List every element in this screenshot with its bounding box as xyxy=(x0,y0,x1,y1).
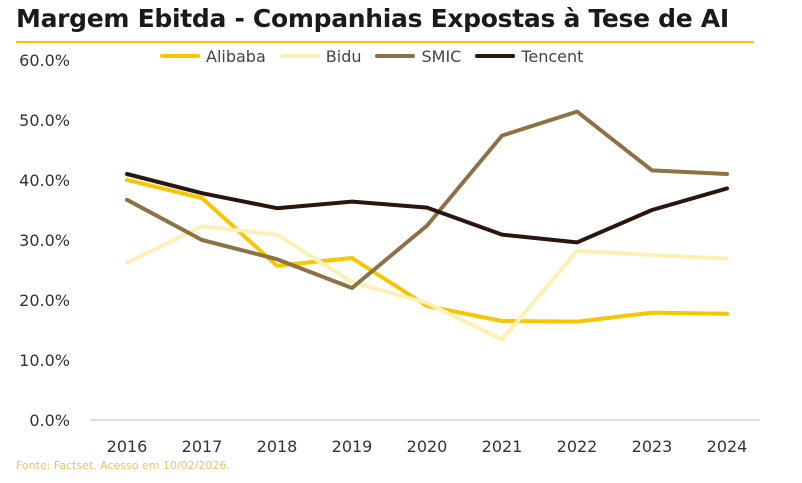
source-note: Fonte: Factset. Acesso em 10/02/2026. xyxy=(16,459,230,472)
legend-label: SMIC xyxy=(421,46,462,66)
y-tick-label: 50.0% xyxy=(19,111,70,130)
x-tick-label: 2024 xyxy=(707,437,748,456)
x-tick-label: 2021 xyxy=(482,437,523,456)
x-tick-label: 2023 xyxy=(632,437,673,456)
legend-item-bidu: Bidu xyxy=(279,46,362,66)
y-tick-label: 0.0% xyxy=(29,411,70,430)
legend-swatch xyxy=(375,54,416,58)
x-tick-label: 2020 xyxy=(407,437,448,456)
y-tick-label: 20.0% xyxy=(19,291,70,310)
legend-swatch xyxy=(475,54,516,58)
x-tick-label: 2022 xyxy=(557,437,598,456)
legend-label: Alibaba xyxy=(206,46,266,66)
x-tick-label: 2018 xyxy=(257,437,298,456)
y-tick-label: 60.0% xyxy=(19,51,70,70)
legend-item-tencent: Tencent xyxy=(475,47,583,66)
legend-swatch xyxy=(160,54,200,58)
series-line-alibaba xyxy=(125,178,729,324)
series-line-tencent xyxy=(125,172,729,245)
legend-swatch xyxy=(279,54,320,58)
legend-item-alibaba: Alibaba xyxy=(160,47,266,66)
y-tick-label: 10.0% xyxy=(19,351,70,370)
series-line-smic xyxy=(125,109,729,290)
y-tick-label: 40.0% xyxy=(19,171,70,190)
x-tick-label: 2019 xyxy=(332,437,373,456)
series-lines xyxy=(125,109,729,342)
legend-label: Tencent xyxy=(521,46,584,66)
legend: Alibaba Bidu SMIC Tencent xyxy=(160,45,583,67)
x-tick-label: 2016 xyxy=(107,437,148,456)
x-tick-label: 2017 xyxy=(182,437,223,456)
chart-title: Margem Ebitda - Companhias Expostas à Te… xyxy=(16,4,729,33)
legend-item-smic: SMIC xyxy=(375,47,461,66)
axes: 0.0% 10.0% 20.0% 30.0% 40.0% 50.0% 60.0% 2016 20… xyxy=(19,51,760,456)
series-line-bidu xyxy=(125,224,729,342)
legend-label: Bidu xyxy=(325,46,362,66)
y-tick-label: 30.0% xyxy=(19,231,70,250)
title-underline xyxy=(16,41,754,43)
